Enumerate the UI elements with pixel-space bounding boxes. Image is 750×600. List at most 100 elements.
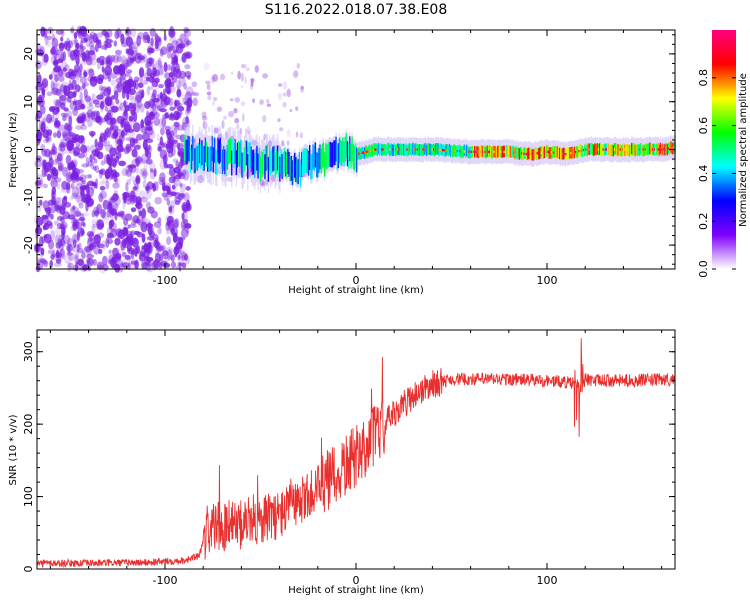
noise-speckle	[192, 97, 198, 107]
noise-speckle	[121, 168, 128, 177]
track-core	[348, 143, 350, 169]
colorbar-tick-label: 0.0	[697, 260, 710, 278]
track-core	[383, 143, 385, 156]
noise-speckle	[169, 141, 174, 149]
noise-speckle	[124, 244, 129, 249]
track-peak	[540, 151, 542, 154]
noise-speckle	[176, 106, 185, 112]
track-core	[421, 144, 423, 156]
noise-speckle	[182, 210, 189, 221]
noise-speckle	[80, 135, 85, 142]
track-core	[480, 145, 483, 157]
noise-speckle	[125, 69, 133, 74]
noise-speckle	[130, 260, 138, 265]
noise-speckle	[106, 140, 111, 147]
track-core	[671, 142, 673, 154]
track-peak	[627, 148, 629, 151]
track-core	[368, 144, 370, 156]
noise-speckle	[115, 50, 121, 57]
spectrogram-x-ticks: -100 0 100	[49, 30, 663, 287]
noise-speckle	[157, 227, 162, 235]
noise-speckle	[250, 78, 254, 88]
noise-speckle	[88, 243, 94, 251]
noise-speckle	[145, 223, 154, 228]
noise-speckle	[181, 201, 189, 212]
noise-speckle	[37, 133, 42, 144]
noise-speckle	[184, 253, 188, 261]
noise-speckle	[55, 204, 61, 211]
track-core	[310, 154, 312, 180]
noise-speckle	[165, 214, 171, 225]
noise-speckle	[147, 153, 151, 164]
noise-speckle	[42, 183, 48, 189]
track-peak	[364, 151, 366, 154]
track-core	[303, 148, 305, 174]
noise-speckle	[161, 176, 165, 188]
noise-speckle	[166, 64, 172, 71]
snr-x-axis-label: Height of straight line (km)	[288, 585, 424, 596]
noise-speckle	[129, 175, 136, 182]
noise-speckle	[154, 40, 159, 50]
noise-speckle	[201, 111, 207, 118]
noise-speckle	[191, 81, 198, 88]
noise-speckle	[116, 30, 123, 37]
noise-speckle	[107, 92, 112, 99]
noise-speckle	[110, 219, 115, 228]
noise-speckle	[138, 211, 143, 216]
noise-speckle	[148, 57, 153, 67]
noise-speckle	[117, 69, 124, 76]
track-core	[243, 147, 246, 173]
noise-speckle	[76, 191, 82, 199]
noise-speckle	[122, 195, 127, 201]
noise-speckle	[96, 94, 104, 100]
track-core	[329, 141, 331, 167]
noise-speckle	[130, 207, 137, 213]
noise-speckle	[185, 186, 191, 191]
noise-speckle	[106, 98, 112, 106]
track-core	[600, 144, 602, 156]
noise-speckle	[128, 102, 134, 109]
noise-speckle	[146, 86, 151, 96]
noise-speckle	[182, 116, 190, 128]
track-core	[385, 144, 388, 157]
track-core	[629, 145, 632, 157]
noise-speckle	[296, 62, 300, 69]
noise-speckle	[156, 133, 160, 142]
noise-speckle	[134, 155, 142, 166]
noise-speckle	[114, 129, 118, 140]
track-core	[202, 146, 204, 172]
noise-speckle	[167, 205, 175, 215]
track-core	[352, 144, 354, 169]
noise-speckle	[38, 97, 45, 108]
track-peak	[468, 150, 470, 153]
noise-speckle	[125, 182, 129, 192]
noise-speckle	[89, 41, 95, 48]
track-core	[272, 146, 274, 172]
noise-speckle	[120, 33, 125, 45]
track-core	[584, 144, 586, 157]
track-core	[409, 143, 412, 155]
noise-speckle	[52, 107, 59, 115]
track-peak	[482, 150, 484, 154]
noise-speckle	[52, 98, 60, 106]
noise-speckle	[44, 166, 48, 177]
track-core	[586, 144, 588, 157]
noise-speckle	[141, 217, 145, 223]
track-peak	[545, 150, 547, 154]
track-core	[510, 146, 513, 158]
spectrogram-y-tick-label: -10	[22, 188, 35, 206]
track-core	[219, 137, 221, 163]
track-core	[625, 143, 627, 156]
noise-speckle	[111, 193, 119, 203]
track-peak	[542, 151, 545, 154]
noise-speckle	[92, 165, 97, 171]
track-core	[299, 162, 302, 188]
noise-speckle	[145, 244, 153, 255]
noise-speckle	[172, 219, 179, 229]
track-core	[577, 146, 579, 158]
track-core	[341, 141, 343, 166]
snr-panel: -100 0 100 0 100 200 300 Height of straight l…	[8, 329, 676, 596]
noise-speckle	[145, 218, 152, 230]
noise-speckle	[94, 43, 99, 53]
